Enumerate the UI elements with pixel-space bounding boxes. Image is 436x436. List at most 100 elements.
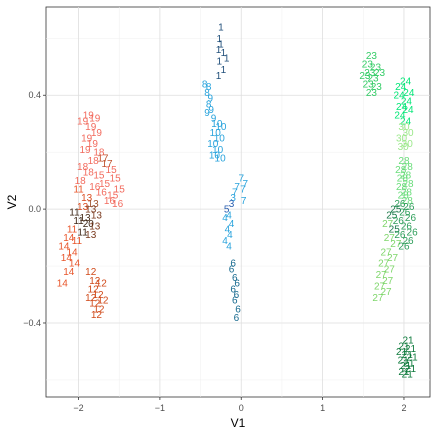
point-label: 28 xyxy=(395,165,407,176)
point-label: 26 xyxy=(407,227,419,238)
point-label: 27 xyxy=(382,219,394,230)
point-label: 28 xyxy=(402,196,414,207)
point-label: 28 xyxy=(400,170,412,181)
point-label: 6 xyxy=(232,296,238,307)
point-label: 19 xyxy=(91,128,103,139)
point-label: 18 xyxy=(77,162,89,173)
point-label: 26 xyxy=(405,213,417,224)
point-label: 20 xyxy=(83,219,95,230)
point-label: 30 xyxy=(402,128,414,139)
point-label: 4 xyxy=(227,230,233,241)
point-label: 8 xyxy=(204,88,210,99)
point-label: 16 xyxy=(96,188,108,199)
point-label: 27 xyxy=(374,281,386,292)
point-label: 21 xyxy=(402,370,414,381)
point-label: 14 xyxy=(63,233,75,244)
point-label: 25 xyxy=(390,205,402,216)
point-label: 6 xyxy=(230,259,236,270)
point-label: 14 xyxy=(58,242,70,253)
point-label: 9 xyxy=(204,108,210,119)
point-label: 27 xyxy=(378,259,390,270)
point-label: 7 xyxy=(241,196,247,207)
point-label: 23 xyxy=(374,68,386,79)
point-label: 21 xyxy=(407,353,419,364)
y-tick-label: −0.4 xyxy=(23,318,41,328)
point-label: 6 xyxy=(235,304,241,315)
point-label: 13 xyxy=(89,222,101,233)
point-label: 1 xyxy=(217,57,223,68)
point-label: 12 xyxy=(97,296,109,307)
point-label: 23 xyxy=(362,59,374,70)
point-label: 27 xyxy=(382,276,394,287)
point-label: 27 xyxy=(387,253,399,264)
point-label: 10 xyxy=(210,128,222,139)
point-label: 5 xyxy=(224,205,230,216)
point-label: 12 xyxy=(85,293,97,304)
point-label: 14 xyxy=(66,247,78,258)
point-label: 21 xyxy=(396,347,408,358)
point-label: 8 xyxy=(206,82,212,93)
point-label: 10 xyxy=(211,119,223,130)
point-label: 23 xyxy=(371,82,383,93)
point-label: 4 xyxy=(226,242,232,253)
point-label: 26 xyxy=(399,207,411,218)
major-gridlines xyxy=(46,7,430,397)
point-label: 9 xyxy=(211,114,217,125)
point-label: 12 xyxy=(85,267,97,278)
x-tick-label: 2 xyxy=(401,403,406,413)
point-label: 15 xyxy=(99,179,111,190)
point-label: 10 xyxy=(207,139,219,150)
point-label: 30 xyxy=(398,142,410,153)
x-axis-title: V1 xyxy=(231,416,246,430)
point-label: 23 xyxy=(364,68,376,79)
point-label: 17 xyxy=(101,159,113,170)
y-axis-title: V2 xyxy=(5,194,19,209)
point-label: 11 xyxy=(67,225,78,236)
point-label: 13 xyxy=(85,205,97,216)
point-label: 23 xyxy=(367,74,379,85)
point-label: 16 xyxy=(89,182,101,193)
point-label: 18 xyxy=(83,168,95,179)
point-label: 13 xyxy=(79,213,91,224)
point-label: 23 xyxy=(363,79,375,90)
point-label: 11 xyxy=(77,227,88,238)
point-label: 10 xyxy=(215,153,227,164)
point-label: 19 xyxy=(89,114,101,125)
point-label: 16 xyxy=(104,196,116,207)
point-label: 28 xyxy=(398,190,410,201)
point-label: 26 xyxy=(403,202,415,213)
point-label: 12 xyxy=(89,299,101,310)
point-label: 28 xyxy=(396,182,408,193)
point-label: 11 xyxy=(73,185,84,196)
point-label: 10 xyxy=(215,122,227,133)
point-label: 24 xyxy=(403,88,415,99)
point-label: 12 xyxy=(93,304,105,315)
point-label: 27 xyxy=(372,293,384,304)
y-tick-label: 0.4 xyxy=(28,90,41,100)
point-label: 24 xyxy=(394,91,406,102)
point-label: 21 xyxy=(398,367,410,378)
point-label: 14 xyxy=(63,267,75,278)
point-label: 23 xyxy=(366,51,378,62)
point-label: 27 xyxy=(376,270,388,281)
point-label: 6 xyxy=(234,313,240,324)
point-label: 27 xyxy=(384,264,396,275)
plot-panel xyxy=(45,6,431,398)
point-label: 1 xyxy=(218,22,224,33)
point-label: 8 xyxy=(206,99,212,110)
point-label: 1 xyxy=(218,40,224,51)
point-label: 13 xyxy=(77,202,89,213)
x-tick-label: −1 xyxy=(155,403,165,413)
x-axis-ticks: −2 −1 0 1 2 xyxy=(73,397,406,413)
point-label: 23 xyxy=(359,71,371,82)
point-label: 1 xyxy=(221,65,227,76)
point-label: 28 xyxy=(397,173,409,184)
point-label: 30 xyxy=(402,139,414,150)
point-label: 6 xyxy=(229,264,235,275)
y-tick-label: 0.0 xyxy=(28,204,41,214)
point-label: 10 xyxy=(209,151,221,162)
point-label: 21 xyxy=(402,336,414,347)
point-label: 7 xyxy=(238,173,244,184)
point-label: 24 xyxy=(401,96,413,107)
point-label: 28 xyxy=(401,188,413,199)
